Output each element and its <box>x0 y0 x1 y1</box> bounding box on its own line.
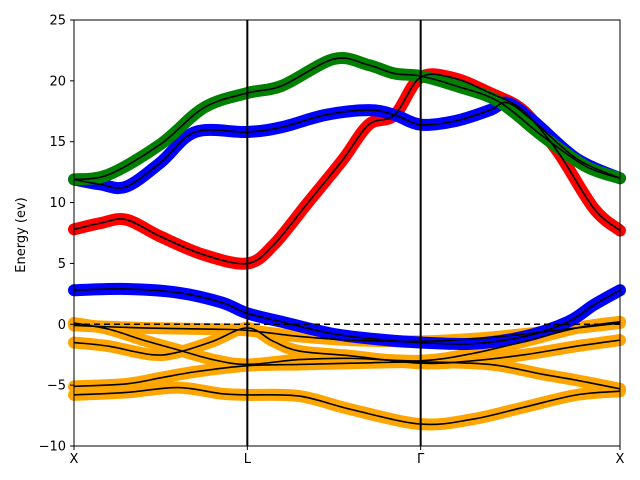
band-line-1 <box>73 386 621 426</box>
projected-band-2 <box>68 355 626 395</box>
projected-band-1 <box>68 381 626 431</box>
band-line-9 <box>73 57 621 181</box>
y-tick-label-2: 0 <box>58 318 66 333</box>
y-tick-label-7: 25 <box>49 14 66 29</box>
y-tick-label-6: 20 <box>49 74 66 89</box>
x-tick-label-0: X <box>70 452 79 467</box>
projected-bands-layer <box>68 52 626 431</box>
y-tick-label-4: 10 <box>49 196 66 211</box>
plot-frame <box>73 19 621 447</box>
band-line-2 <box>73 361 621 390</box>
y-axis-ticks: −10 −5 0 5 10 15 20 25 <box>39 14 74 455</box>
band-line-8 <box>73 101 621 189</box>
band-line-4 <box>73 321 621 366</box>
band-line-6 <box>73 288 621 345</box>
y-tick-label-0: −10 <box>39 440 66 455</box>
high-symmetry-lines <box>246 20 422 446</box>
x-tick-label-1: L <box>244 452 252 467</box>
y-tick-label-5: 15 <box>49 135 66 150</box>
y-tick-label-1: −5 <box>47 379 66 394</box>
band-lines-layer <box>73 57 621 426</box>
x-tick-label-3: X <box>616 452 625 467</box>
band-line-3 <box>73 327 621 365</box>
x-tick-label-2: Γ <box>417 452 425 467</box>
y-tick-label-3: 5 <box>58 257 66 272</box>
y-axis-label: Energy (ev) <box>14 197 29 272</box>
